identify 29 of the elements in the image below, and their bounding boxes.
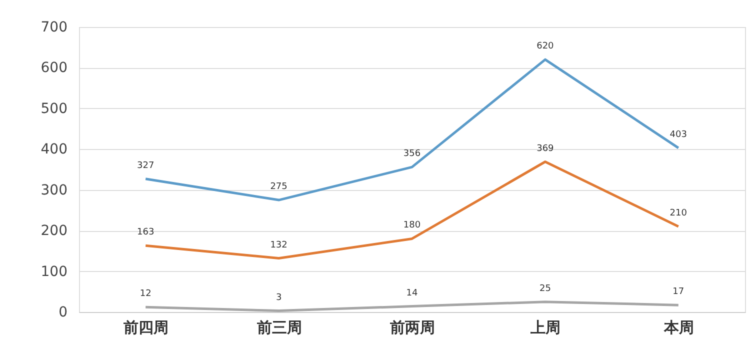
data-label: 210 (670, 208, 688, 218)
data-label: 620 (536, 42, 554, 52)
y-tick-label: 700 (40, 20, 68, 36)
data-label: 180 (403, 220, 421, 231)
data-label: 356 (403, 149, 421, 160)
y-tick-label: 100 (40, 264, 68, 280)
data-label: 14 (406, 288, 418, 298)
data-label: 17 (672, 287, 684, 298)
y-tick-label: 500 (40, 100, 68, 117)
data-label: 12 (140, 289, 152, 300)
y-tick-label: 400 (40, 142, 68, 158)
y-tick-label: 200 (40, 223, 68, 240)
x-tick-label: 前两周 (389, 318, 435, 336)
x-tick-label: 前四周 (122, 318, 169, 336)
y-tick-label: 0 (58, 304, 68, 320)
data-label: 3 (276, 292, 282, 303)
data-label: 403 (670, 130, 687, 140)
data-label: 369 (536, 144, 554, 154)
data-label: 132 (270, 240, 288, 250)
x-tick-label: 前三周 (256, 318, 302, 336)
data-label: 327 (137, 160, 154, 171)
y-tick-label: 600 (40, 60, 68, 76)
data-label: 163 (137, 228, 154, 238)
data-label: 275 (270, 182, 288, 192)
x-tick-label: 本周 (662, 318, 694, 336)
data-label: 25 (539, 284, 551, 294)
y-tick-label: 300 (40, 182, 68, 198)
line-series (144, 300, 680, 312)
x-tick-label: 上周 (530, 318, 561, 336)
